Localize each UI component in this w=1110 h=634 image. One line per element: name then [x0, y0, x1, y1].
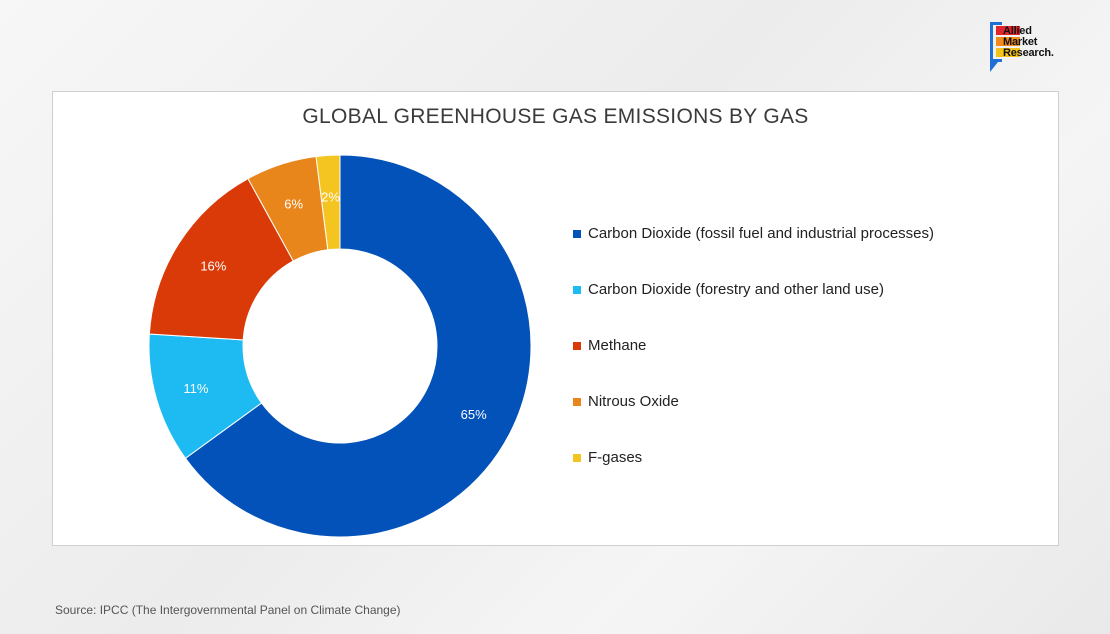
legend-label-0: Carbon Dioxide (fossil fuel and industri… — [588, 225, 934, 242]
legend-item-1: Carbon Dioxide (forestry and other land … — [573, 281, 934, 337]
legend-swatch-1 — [573, 286, 581, 294]
legend-swatch-2 — [573, 342, 581, 350]
slice-data-label-4: 2% — [321, 189, 340, 204]
legend-item-0: Carbon Dioxide (fossil fuel and industri… — [573, 225, 934, 281]
logo-bar-orange — [996, 37, 1020, 46]
logo-speech-tail-icon — [990, 62, 998, 72]
legend-item-3: Nitrous Oxide — [573, 393, 934, 449]
source-note: Source: IPCC (The Intergovernmental Pane… — [55, 603, 401, 617]
legend-item-2: Methane — [573, 337, 934, 393]
logo-frame-icon — [990, 22, 1002, 62]
logo-line1: Allied — [1003, 25, 1032, 37]
donut-slice-4 — [315, 154, 341, 251]
legend-swatch-4 — [573, 454, 581, 462]
legend-swatch-0 — [573, 230, 581, 238]
legend-swatch-3 — [573, 398, 581, 406]
legend-item-4: F-gases — [573, 449, 934, 505]
chart-title: GLOBAL GREENHOUSE GAS EMISSIONS BY GAS — [302, 105, 809, 128]
chart-card: GLOBAL GREENHOUSE GAS EMISSIONS BY GAS 6… — [52, 91, 1059, 546]
slice-data-label-2: 16% — [200, 259, 226, 274]
slice-data-label-3: 6% — [284, 196, 303, 211]
donut-chart: 65% 11% 16% 6% 2% — [148, 154, 532, 538]
allied-market-research-logo: Allied Market Research. — [990, 22, 1090, 78]
legend-label-4: F-gases — [588, 449, 643, 466]
slice-data-label-0: 65% — [461, 407, 487, 422]
donut-slice-2 — [148, 177, 294, 341]
legend-label-2: Methane — [588, 337, 647, 354]
legend-label-1: Carbon Dioxide (forestry and other land … — [588, 281, 884, 298]
logo-text: Allied Market Research. — [1003, 26, 1054, 59]
slice-data-label-1: 11% — [183, 381, 208, 396]
chart-legend: Carbon Dioxide (fossil fuel and industri… — [573, 225, 934, 505]
logo-line2: Market — [1003, 36, 1038, 48]
logo-bar-yellow — [996, 48, 1020, 57]
legend-label-3: Nitrous Oxide — [588, 393, 679, 410]
logo-line3: Research. — [1003, 47, 1054, 59]
logo-bar-red — [996, 26, 1020, 35]
donut-slice-0 — [184, 154, 532, 538]
